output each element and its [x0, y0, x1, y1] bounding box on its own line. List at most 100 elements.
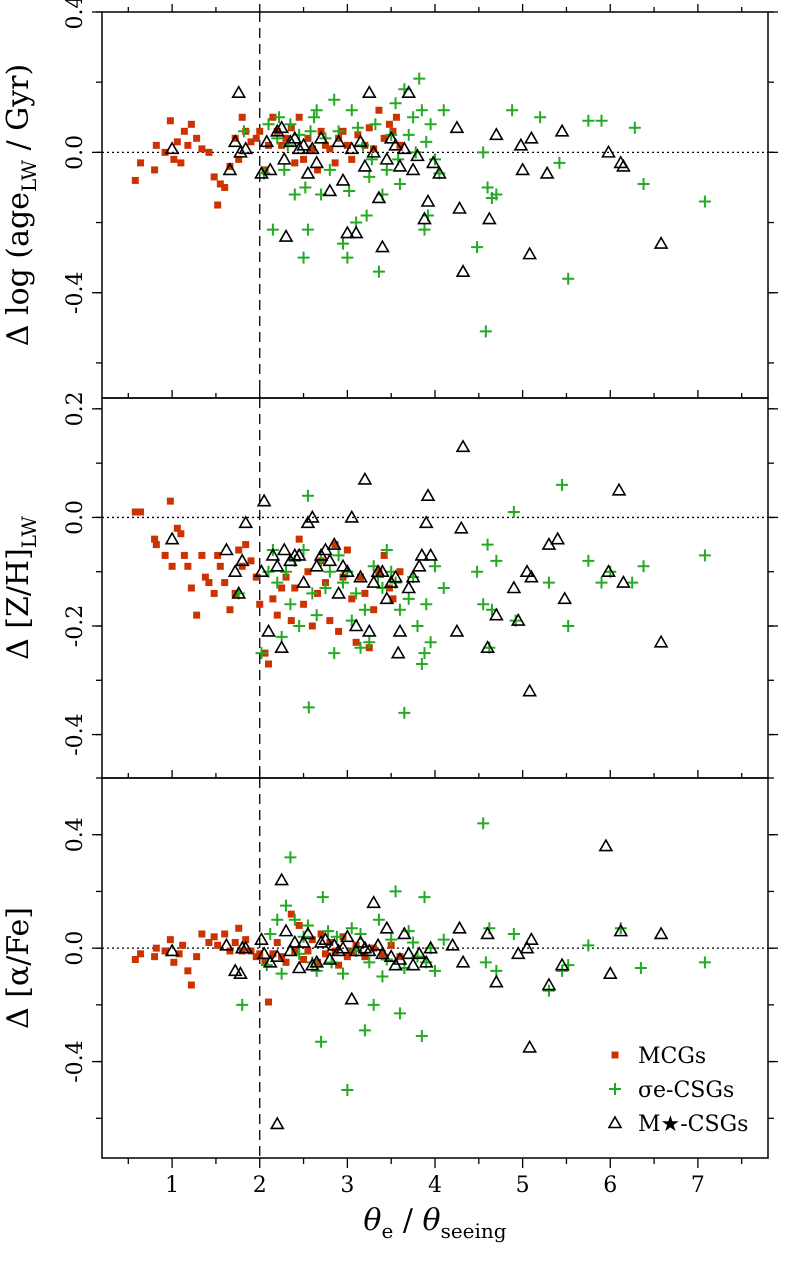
point-mass-csg — [401, 580, 417, 594]
point-mcg — [198, 930, 206, 938]
point-mass-csg — [420, 488, 436, 502]
point-sigma-csg — [402, 592, 415, 605]
point-sigma-csg — [330, 930, 343, 943]
point-mcg — [226, 606, 234, 614]
point-mass-csg — [234, 553, 250, 567]
point-mass-csg — [611, 482, 627, 496]
point-mass-csg — [318, 932, 333, 945]
point-mcg — [235, 155, 243, 163]
point-mass-csg — [601, 144, 616, 158]
point-mass-csg — [164, 943, 180, 957]
series-mcg — [131, 497, 404, 668]
point-mcg — [252, 134, 260, 142]
point-sigma-csg — [271, 576, 284, 589]
point-mcg — [308, 622, 316, 630]
point-sigma-csg — [490, 188, 503, 201]
point-mcg — [210, 173, 218, 181]
point-mass-csg — [379, 920, 395, 934]
point-mass-csg — [449, 120, 465, 134]
y-tick-label: 0.0 — [63, 931, 88, 966]
point-sigma-csg — [637, 560, 650, 573]
point-mass-csg — [366, 895, 382, 909]
point-mass-csg — [388, 137, 403, 151]
point-mass-csg — [366, 574, 382, 588]
point-sigma-csg — [385, 933, 398, 946]
point-sigma-csg — [354, 641, 367, 654]
point-sigma-csg — [628, 121, 641, 134]
point-sigma-csg — [420, 135, 433, 148]
point-mcg — [361, 589, 369, 597]
point-mcg — [335, 961, 343, 969]
point-mcg — [295, 113, 303, 121]
point-sigma-csg — [376, 970, 389, 983]
point-sigma-csg — [411, 620, 424, 632]
point-mass-csg — [370, 937, 386, 951]
point-sigma-csg — [266, 223, 279, 236]
point-sigma-csg — [562, 272, 575, 285]
point-sigma-csg — [278, 163, 291, 176]
point-mcg — [187, 584, 195, 592]
point-mass-csg — [557, 591, 573, 605]
point-sigma-csg — [328, 647, 341, 660]
point-mcg — [177, 530, 185, 538]
point-mass-csg — [418, 954, 434, 968]
point-mcg — [295, 921, 303, 929]
point-sigma-csg — [415, 104, 428, 117]
point-mass-csg — [383, 130, 399, 144]
series-sigma-csg — [236, 817, 711, 1096]
point-mass-csg — [598, 838, 614, 852]
point-mcg — [335, 134, 343, 142]
point-sigma-csg — [507, 927, 520, 940]
point-sigma-csg — [343, 184, 356, 197]
point-mcg — [180, 127, 188, 135]
y-tick-label: -0.2 — [63, 605, 88, 647]
point-sigma-csg — [365, 153, 378, 166]
point-mass-csg — [254, 564, 269, 578]
point-mcg — [385, 120, 393, 128]
point-mcg — [187, 981, 195, 989]
point-mcg — [214, 201, 222, 209]
point-mcg — [348, 595, 356, 603]
point-mass-csg — [238, 515, 254, 529]
point-mass-csg — [524, 569, 539, 583]
point-mass-csg — [274, 872, 290, 886]
point-mcg — [326, 145, 334, 153]
point-mass-csg — [296, 934, 311, 948]
point-mass-csg — [396, 926, 412, 940]
point-mcg — [265, 660, 272, 668]
point-sigma-csg — [308, 111, 321, 124]
point-mass-csg — [331, 134, 346, 148]
point-sigma-csg — [354, 927, 367, 940]
point-mcg — [282, 134, 290, 142]
point-sigma-csg — [380, 163, 393, 176]
point-sigma-csg — [698, 956, 711, 969]
point-mcg — [352, 638, 360, 646]
point-mcg — [300, 155, 308, 163]
point-mcg — [304, 134, 312, 142]
point-mcg — [378, 950, 386, 958]
point-sigma-csg — [413, 72, 426, 85]
point-sigma-csg — [310, 104, 323, 117]
point-sigma-csg — [255, 647, 268, 660]
y-tick-label: 0.0 — [63, 135, 88, 170]
point-mcg — [287, 617, 295, 625]
y-tick-label: 0.0 — [63, 500, 88, 535]
point-mass-csg — [455, 264, 471, 277]
point-mcg — [214, 551, 222, 559]
point-mass-csg — [379, 591, 395, 605]
point-sigma-csg — [271, 132, 284, 145]
point-sigma-csg — [415, 658, 428, 670]
point-mass-csg — [455, 439, 471, 453]
point-mcg — [193, 953, 201, 961]
point-mcg — [168, 562, 176, 570]
point-mass-csg — [383, 949, 399, 962]
y-tick-label: 0.4 — [63, 0, 88, 30]
point-sigma-csg — [477, 817, 490, 830]
y-tick-label: 0.4 — [63, 817, 88, 852]
point-mass-csg — [524, 130, 539, 144]
point-mass-csg — [259, 134, 275, 148]
point-mass-csg — [322, 951, 338, 965]
point-mcg — [308, 145, 316, 153]
point-mcg — [287, 910, 295, 918]
legend: MCGs σe-CSGs M★-CSGs — [607, 1044, 748, 1137]
